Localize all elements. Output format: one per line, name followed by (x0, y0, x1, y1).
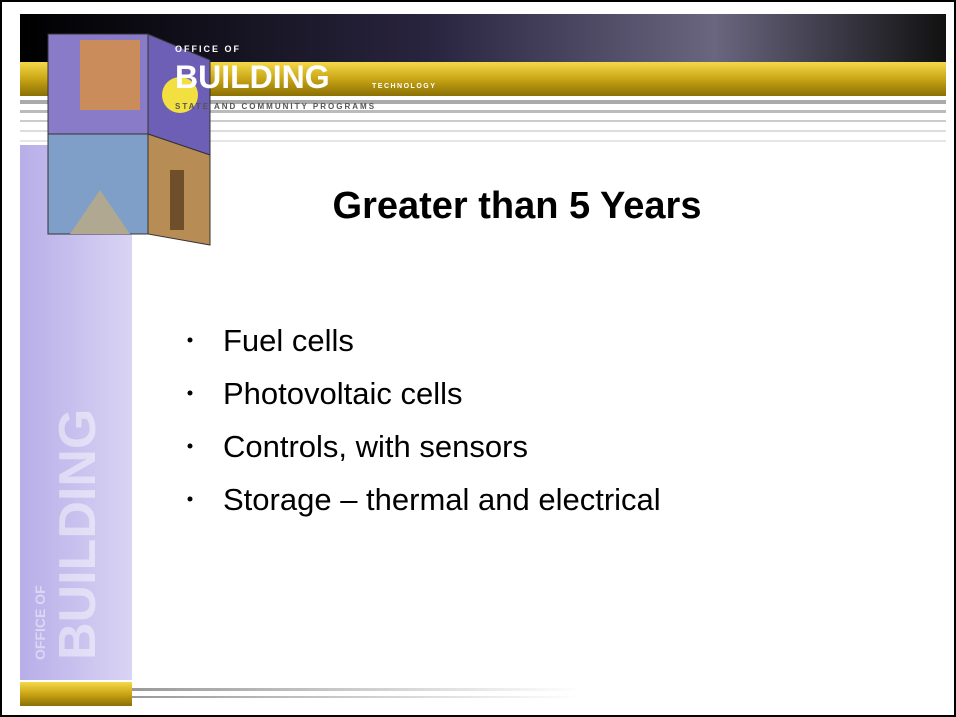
bullet-dot (187, 496, 193, 502)
bottom-line (132, 688, 582, 691)
logo-cube (47, 33, 211, 246)
slide-title: Greater than 5 Years (333, 185, 702, 227)
watermark-text: BUILDING (49, 409, 107, 660)
bottom-gold (20, 682, 132, 706)
bullet-text: Controls, with sensors (223, 429, 528, 464)
bullet-dot (187, 443, 193, 449)
bullet-text: Storage – thermal and electrical (223, 482, 661, 517)
bullet-dot (187, 337, 193, 343)
bullet-text: Photovoltaic cells (223, 376, 463, 411)
watermark: BUILDING OFFICE OF (32, 409, 107, 660)
header-building: BUILDING (175, 59, 330, 95)
bottom-line (132, 696, 582, 698)
header-programs: STATE AND COMMUNITY PROGRAMS (175, 102, 376, 111)
header-technology: TECHNOLOGY (372, 83, 436, 90)
bullet-text: Fuel cells (223, 323, 354, 358)
header-office: OFFICE OF (175, 44, 241, 54)
bullet-dot (187, 390, 193, 396)
bullet-list: Fuel cells Photovoltaic cells Controls, wi… (187, 323, 661, 517)
gray-lines (20, 100, 946, 142)
watermark-text: OFFICE OF (32, 585, 48, 660)
